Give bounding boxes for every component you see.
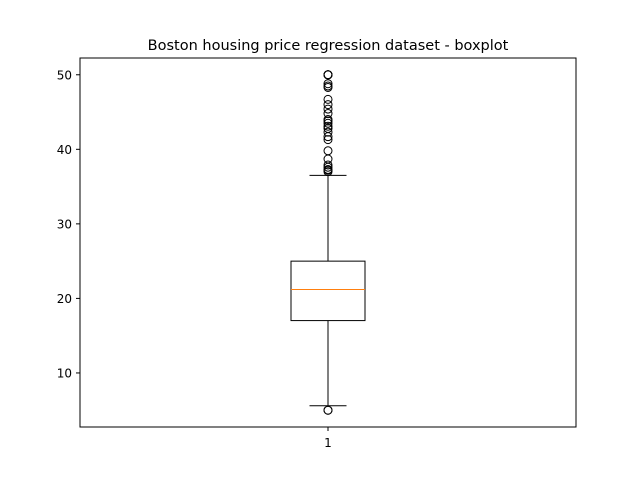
x-axis: 1 [324,427,332,450]
outlier-point [323,127,333,137]
outlier-point [323,121,333,131]
outlier-point [323,160,333,170]
y-tick-label: 30 [57,217,72,231]
y-tick-label: 10 [57,366,72,380]
y-tick-label: 50 [57,68,72,82]
outlier-point [323,118,333,128]
outlier-point [323,123,333,133]
outlier-point [323,94,333,104]
x-tick-label: 1 [324,436,332,450]
y-tick-label: 40 [57,143,72,157]
y-tick-label: 20 [57,292,72,306]
outlier-point [323,405,333,415]
outlier-point [323,79,333,89]
outlier-point [323,164,333,174]
outlier-point [323,154,333,164]
outlier-point [323,81,333,91]
outlier-group [323,70,333,415]
outlier-point [323,109,333,119]
box-group [290,174,366,407]
iqr-box [290,260,366,322]
y-axis: 10 20 30 40 50 [57,68,80,380]
chart-title: Boston housing price regression dataset … [148,38,509,54]
outlier-point [323,146,333,156]
outlier-point [323,135,333,145]
outlier-point [323,100,333,110]
outlier-point [323,115,333,124]
outlier-point [323,104,333,114]
outlier-point [323,70,333,80]
